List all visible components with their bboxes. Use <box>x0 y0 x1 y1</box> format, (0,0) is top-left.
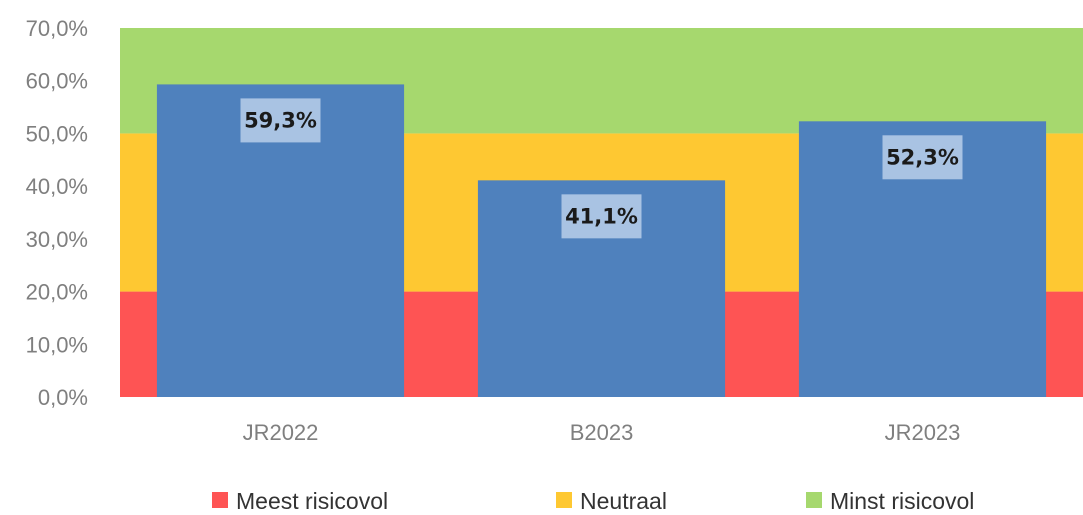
x-axis: JR2022 B2023 JR2023 <box>243 420 961 445</box>
legend-label-2: Minst risicovol <box>830 488 974 514</box>
legend-swatch-1 <box>556 492 572 508</box>
legend-swatch-0 <box>212 492 228 508</box>
legend-label-1: Neutraal <box>580 488 667 514</box>
legend-label-0: Meest risicovol <box>236 488 388 514</box>
y-tick-label-5: 50,0% <box>26 121 88 146</box>
y-tick-label-7: 70,0% <box>26 16 88 41</box>
y-tick-label-2: 20,0% <box>26 280 88 305</box>
data-label-1: 41,1% <box>565 204 638 228</box>
x-tick-label-0: JR2022 <box>243 420 319 445</box>
data-label-0: 59,3% <box>244 108 317 132</box>
y-tick-label-6: 60,0% <box>26 69 88 94</box>
data-label-box-1 <box>561 194 642 239</box>
y-axis: 0,0% 10,0% 20,0% 30,0% 40,0% 50,0% 60,0% 70,0% <box>26 16 88 410</box>
y-tick-label-4: 40,0% <box>26 174 88 199</box>
x-tick-label-2: JR2023 <box>885 420 961 445</box>
legend: Meest risicovol Neutraal Minst risicovol <box>212 488 974 514</box>
y-tick-label-0: 0,0% <box>38 385 88 410</box>
data-label-2: 52,3% <box>886 145 959 169</box>
data-label-box-2 <box>882 135 963 180</box>
y-tick-label-1: 10,0% <box>26 332 88 357</box>
y-tick-label-3: 30,0% <box>26 227 88 252</box>
data-labels: 59,3% 41,1% 52,3% <box>240 98 963 239</box>
legend-swatch-2 <box>806 492 822 508</box>
x-tick-label-1: B2023 <box>570 420 634 445</box>
data-label-box-0 <box>240 98 321 143</box>
